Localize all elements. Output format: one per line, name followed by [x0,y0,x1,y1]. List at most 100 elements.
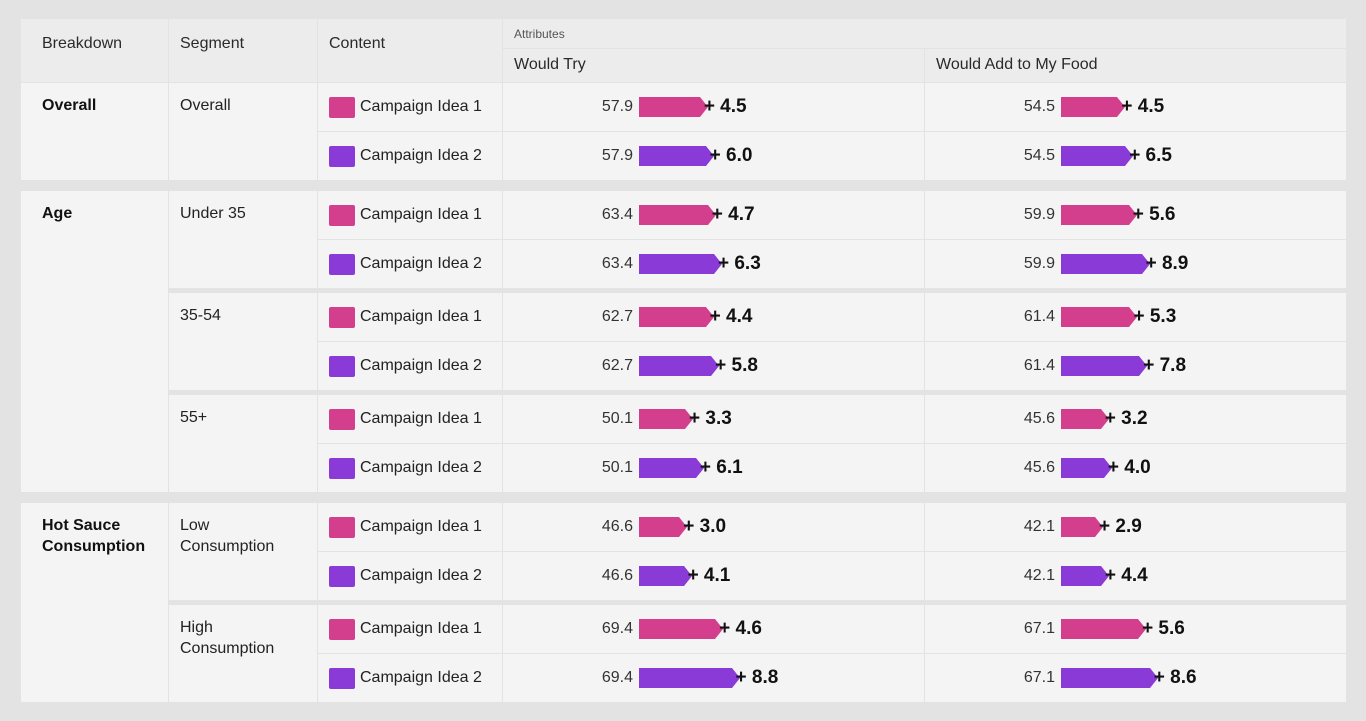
bar [1061,356,1140,376]
bar-tip [1128,205,1137,225]
would-try-cell: 50.1 + 6.1 [503,444,924,492]
would-try-cell: 46.6 + 3.0 [503,503,924,551]
header-attributes: Attributes [514,27,565,41]
base-value: 54.5 [1023,98,1055,115]
would-try-cell: 62.7 + 4.4 [503,293,924,341]
base-value: 57.9 [601,147,633,164]
would-add-cell: 45.6 + 3.2 [925,395,1346,443]
segment-label: Low Consumption [180,517,275,555]
breakdown-label: Overall [42,97,97,114]
base-value: 69.4 [601,620,633,637]
base-value: 62.7 [601,357,633,374]
content-label: Campaign Idea 2 [360,357,482,374]
bar [639,254,714,274]
content-cell: Campaign Idea 2 [318,132,502,180]
segment-cell: 55+ [169,395,317,492]
table-header: Breakdown Segment Content Attributes Wou… [21,19,1346,82]
content-cell: Campaign Idea 2 [318,552,502,600]
delta-value: + 5.6 [1132,204,1176,225]
bar [1061,619,1139,639]
delta-value: + 6.1 [699,457,743,478]
bar [1061,566,1101,586]
delta-value: + 4.0 [1107,457,1151,478]
bar-tip [1100,409,1109,429]
bar [1061,458,1104,478]
content-label: Campaign Idea 2 [360,255,482,272]
bar-tip [1139,356,1148,376]
base-value: 50.1 [601,459,633,476]
breakdown-label: Hot Sauce Consumption [42,517,146,555]
bar-tip [679,517,688,537]
series-swatch [329,668,355,689]
bar-tip [705,146,714,166]
base-value: 50.1 [601,410,633,427]
delta-value: + 5.8 [715,355,758,376]
bar [639,356,712,376]
bar-tip [705,307,714,327]
delta-value: + 3.3 [689,408,732,429]
segment-cell: High Consumption [169,605,317,702]
delta-value: + 4.5 [703,96,747,117]
would-add-cell: 42.1 + 2.9 [925,503,1346,551]
base-value: 42.1 [1023,518,1055,535]
bar-tip [1100,566,1109,586]
bar-tip [1125,146,1134,166]
bar [1061,409,1101,429]
would-add-cell: 59.9 + 8.9 [925,240,1346,288]
delta-value: + 5.3 [1133,306,1177,327]
content-cell: Campaign Idea 2 [318,444,502,492]
bar [1061,668,1150,688]
content-label: Campaign Idea 1 [360,206,482,223]
segment-cell: Under 35 [169,191,317,288]
breakdown-cell: Age [21,191,168,492]
series-swatch [329,619,355,640]
header-breakdown: Breakdown [42,35,123,52]
header-would-try-cell: Would Try [503,49,924,82]
base-value: 63.4 [601,206,633,223]
bar-tip [731,668,740,688]
bar [639,566,684,586]
base-value: 59.9 [1023,255,1055,272]
segment-label: Overall [180,97,231,114]
base-value: 54.5 [1023,147,1055,164]
content-cell: Campaign Idea 2 [318,240,502,288]
breakdown-label: Age [42,205,73,222]
would-add-cell: 59.9 + 5.6 [925,191,1346,239]
delta-value: + 4.7 [711,204,755,225]
bar-tip [713,254,722,274]
bar-tip [685,409,693,429]
delta-value: + 8.8 [735,667,779,688]
delta-value: + 4.5 [1121,96,1165,117]
delta-value: + 8.9 [1145,253,1189,274]
bar-tip [695,458,704,478]
delta-value: + 6.5 [1129,145,1172,166]
base-value: 67.1 [1023,669,1055,686]
header-content-cell: Content [318,19,502,82]
bar [639,205,708,225]
delta-value: + 6.3 [717,253,761,274]
would-try-cell: 62.7 + 5.8 [503,342,924,390]
segment-label: Under 35 [180,205,246,222]
delta-value: + 3.0 [683,516,727,537]
series-swatch [329,146,355,167]
bar-tip [707,205,716,225]
content-label: Campaign Idea 1 [360,410,482,427]
bar [639,668,732,688]
would-add-cell: 42.1 + 4.4 [925,552,1346,600]
content-label: Campaign Idea 1 [360,518,482,535]
header-segment: Segment [180,35,245,52]
base-value: 46.6 [601,567,633,584]
segment-label: 35-54 [180,307,221,324]
base-value: 46.6 [601,518,633,535]
would-try-cell: 50.1 + 3.3 [503,395,924,443]
segment-label: High Consumption [180,619,275,657]
series-swatch [329,254,355,275]
base-value: 61.4 [1023,308,1055,325]
base-value: 69.4 [601,669,633,686]
series-swatch [329,517,355,538]
base-value: 67.1 [1023,620,1055,637]
content-cell: Campaign Idea 1 [318,503,502,551]
content-label: Campaign Idea 2 [360,147,482,164]
content-cell: Campaign Idea 1 [318,293,502,341]
segment-cell: Low Consumption [169,503,317,600]
